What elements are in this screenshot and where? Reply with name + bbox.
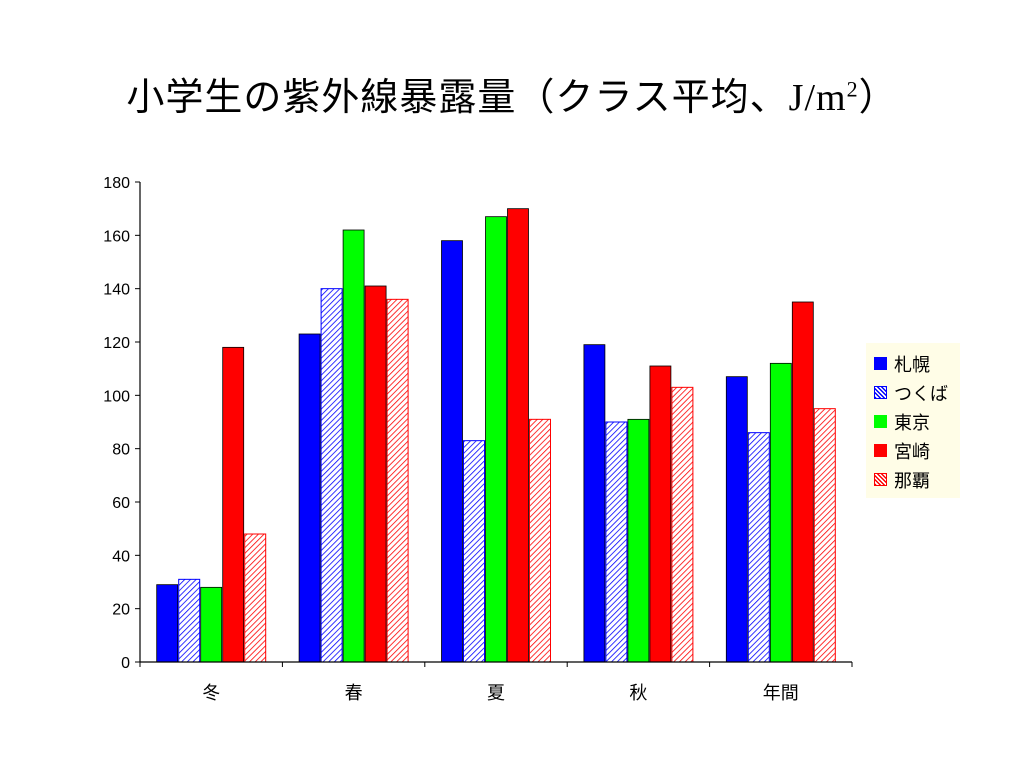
legend-label-つくば: つくば <box>894 383 948 405</box>
bar-東京-夏 <box>485 216 507 663</box>
x-tick-label-年間: 年間 <box>763 683 799 704</box>
bar-那覇-冬 <box>244 533 267 663</box>
bar-東京-秋 <box>627 418 650 663</box>
x-tick-label-秋: 秋 <box>629 683 647 704</box>
bar-東京-年間 <box>769 362 792 663</box>
y-tick-label-0: 0 <box>121 655 130 672</box>
y-tick-label-120: 120 <box>103 335 130 352</box>
bar-那覇-年間 <box>813 408 836 663</box>
bar-つくば-秋 <box>605 421 628 663</box>
bar-東京-冬 <box>200 586 223 663</box>
x-tick-label-春: 春 <box>345 683 363 704</box>
legend-item-宮崎: 宮崎 <box>874 436 960 465</box>
title-unit: J/m <box>788 77 847 119</box>
bar-札幌-年間 <box>725 376 748 663</box>
bar-宮崎-年間 <box>791 301 814 663</box>
legend-swatch-宮崎 <box>874 444 887 457</box>
legend-label-東京: 東京 <box>894 412 930 434</box>
bar-つくば-冬 <box>178 578 201 663</box>
bar-つくば-年間 <box>747 432 770 663</box>
x-tick-label-冬: 冬 <box>202 683 220 704</box>
legend-swatch-東京 <box>874 415 887 428</box>
y-tick-label-160: 160 <box>103 228 130 245</box>
y-tick-label-140: 140 <box>103 282 130 299</box>
bar-札幌-冬 <box>156 584 179 663</box>
chart-title: 小学生の紫外線暴露量（クラス平均、J/m2） <box>0 66 1024 121</box>
bar-那覇-秋 <box>671 386 694 663</box>
bar-つくば-春 <box>320 288 343 663</box>
bar-東京-春 <box>342 229 365 663</box>
bar-札幌-春 <box>298 333 321 663</box>
bar-つくば-夏 <box>463 440 485 663</box>
y-tick-label-180: 180 <box>103 175 130 192</box>
bar-那覇-春 <box>386 298 409 663</box>
legend-swatch-つくば <box>874 386 887 399</box>
y-tick-label-60: 60 <box>112 495 130 512</box>
bars-layer <box>156 208 836 663</box>
legend-item-つくば: つくば <box>874 378 960 407</box>
bar-那覇-夏 <box>529 418 551 663</box>
bar-札幌-夏 <box>441 240 463 663</box>
axes-layer: 0 20 40 60 80 100 120 140 160 180 冬 春 夏 秋 年間 <box>103 175 853 704</box>
legend-item-札幌: 札幌 <box>874 349 960 378</box>
title-unit-exponent: 2 <box>846 76 859 102</box>
legend-swatch-札幌 <box>874 357 887 370</box>
legend-label-札幌: 札幌 <box>894 354 930 376</box>
y-tick-label-40: 40 <box>112 548 130 565</box>
bar-宮崎-夏 <box>507 208 529 663</box>
legend-item-那覇: 那覇 <box>874 465 960 494</box>
legend-label-那覇: 那覇 <box>894 470 930 492</box>
legend-label-宮崎: 宮崎 <box>894 441 930 463</box>
bar-宮崎-冬 <box>222 346 245 663</box>
bar-宮崎-春 <box>364 285 387 663</box>
x-tick-label-夏: 夏 <box>487 683 505 704</box>
legend-item-東京: 東京 <box>874 407 960 436</box>
title-close-paren: ） <box>858 75 898 119</box>
y-tick-label-100: 100 <box>103 388 130 405</box>
legend-swatch-那覇 <box>874 473 887 486</box>
bar-宮崎-秋 <box>649 365 672 663</box>
y-tick-label-20: 20 <box>112 602 130 619</box>
y-tick-label-80: 80 <box>112 442 130 459</box>
legend: 札幌つくば東京宮崎那覇 <box>866 343 960 498</box>
bar-札幌-秋 <box>583 344 606 663</box>
title-text: 小学生の紫外線暴露量（クラス平均、 <box>126 75 789 119</box>
